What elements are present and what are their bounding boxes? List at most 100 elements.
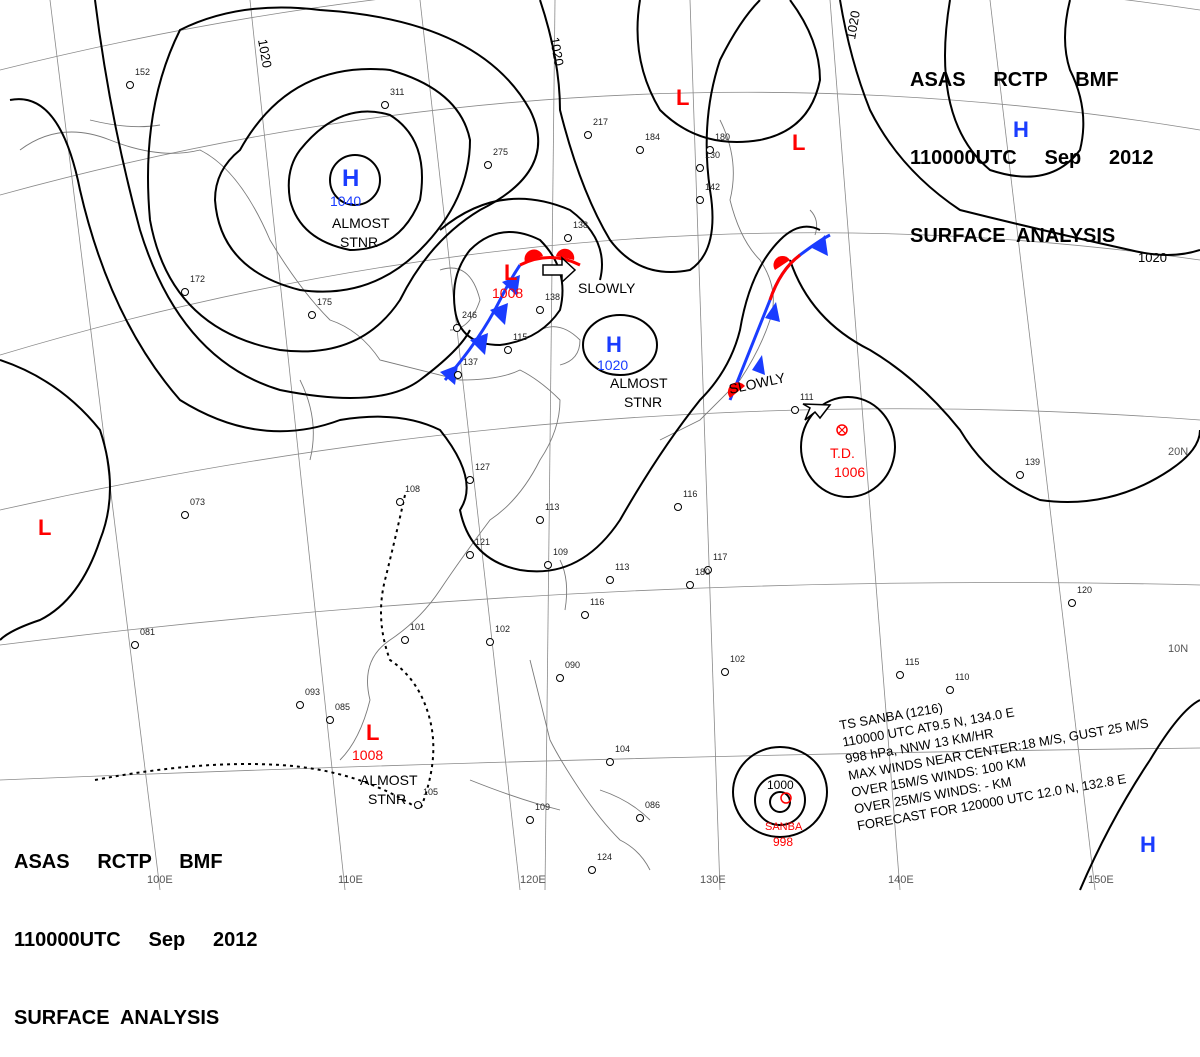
- storm-pressure: 998: [773, 835, 793, 849]
- weather-map: 1020 1020 1020 1020 1000 100E 110E 120E …: [0, 0, 1200, 891]
- isobar-label: 1020: [547, 36, 567, 67]
- station-circle: [584, 131, 592, 139]
- station-circle: [791, 406, 799, 414]
- warm-front: [519, 256, 581, 267]
- station-circle: [486, 638, 494, 646]
- station-circle: [308, 311, 316, 319]
- station-circle: [504, 346, 512, 354]
- station-circle: [588, 866, 596, 874]
- cold-front: [443, 264, 522, 381]
- latitude-grid: [0, 0, 1200, 781]
- station-pressure: 101: [410, 622, 425, 632]
- station-circle: [131, 641, 139, 649]
- station-circle: [946, 686, 954, 694]
- grid-labels: 100E 110E 120E 130E 140E 150E 20N 10N: [147, 446, 1188, 886]
- station-pressure: 142: [705, 182, 720, 192]
- station-circle: [564, 234, 572, 242]
- station-pressure: 275: [493, 147, 508, 157]
- isobar-label: 1000: [767, 778, 794, 792]
- station-pressure: 115: [905, 657, 919, 667]
- low-marker: L: [38, 515, 51, 540]
- station-circle: [181, 511, 189, 519]
- td-center-icon: [836, 424, 848, 436]
- station-pressure: 180: [695, 567, 710, 577]
- station-circle: [326, 716, 334, 724]
- station-pressure: 175: [317, 297, 332, 307]
- station-pressure: 172: [190, 274, 205, 284]
- isobar-labels: 1020 1020 1020 1020 1000: [255, 9, 1167, 792]
- station-pressure: 180: [715, 132, 730, 142]
- station-circle: [696, 196, 704, 204]
- station-circle: [536, 306, 544, 314]
- station-pressure: 073: [190, 497, 205, 507]
- title-line-1: ASAS RCTP BMF: [14, 851, 223, 873]
- station-circle: [696, 164, 704, 172]
- station-pressure: 311: [390, 87, 404, 97]
- low-marker: L: [792, 130, 805, 155]
- trough: [94, 763, 421, 811]
- low-marker: L: [676, 85, 689, 110]
- high-value: 1040: [330, 193, 361, 209]
- station-pressure: 086: [645, 800, 660, 810]
- lat-label: 10N: [1168, 643, 1188, 655]
- system-note: ALMOST: [610, 375, 668, 391]
- warm-front-bump: [727, 382, 745, 398]
- storm-center-icon: [780, 792, 792, 804]
- station-pressure: 102: [495, 624, 510, 634]
- station-pressure: 127: [475, 462, 490, 472]
- station-pressure: 102: [730, 654, 745, 664]
- station-pressure: 138: [573, 220, 588, 230]
- station-circle: [686, 581, 694, 589]
- map-title-top: ASAS RCTP BMF 110000UTC Sep 2012 SURFACE…: [910, 15, 1153, 275]
- station-pressure: 116: [683, 489, 697, 499]
- station-circle: [636, 814, 644, 822]
- low-marker: L: [504, 260, 517, 285]
- station-pressure: 081: [140, 627, 155, 637]
- high-marker: H: [1013, 117, 1029, 142]
- station-circle: [544, 561, 552, 569]
- station-pressure: 139: [1025, 457, 1040, 467]
- station-circle: [1068, 599, 1076, 607]
- station-pressure: 108: [405, 484, 420, 494]
- pressure-systems: H 1040 ALMOST STNR L 1008 SLOWLY H 1020 …: [38, 85, 1156, 857]
- high-value: 1020: [597, 357, 628, 373]
- station-pressure: 113: [545, 502, 559, 512]
- station-pressure: 093: [305, 687, 320, 697]
- station-pressure: 184: [645, 132, 660, 142]
- station-circle: [606, 576, 614, 584]
- station-pressure: 120: [1077, 585, 1092, 595]
- station-circle: [484, 161, 492, 169]
- low-value: 1008: [352, 747, 383, 763]
- station-pressure: 109: [535, 802, 550, 812]
- cold-front-triangle: [765, 302, 780, 322]
- lat-label: 20N: [1168, 446, 1188, 458]
- station-plots: 152 311 275 217 130 142 138 172 175 246 137 138 115 1…: [126, 67, 1092, 874]
- warm-front-bump: [524, 249, 543, 262]
- lon-label: 100E: [147, 874, 173, 886]
- map-title-bottom: ASAS RCTP BMF 110000UTC Sep 2012 SURFACE…: [14, 797, 257, 1057]
- station-pressure: 104: [615, 744, 630, 754]
- system-note: STNR: [624, 394, 662, 410]
- high-marker: H: [342, 165, 359, 192]
- station-pressure: 113: [615, 562, 629, 572]
- movement-arrow-icon: [542, 256, 577, 284]
- station-circle: [396, 498, 404, 506]
- station-circle: [706, 146, 714, 154]
- system-note: SLOWLY: [578, 280, 636, 296]
- station-pressure: 124: [597, 852, 612, 862]
- station-pressure: 121: [475, 537, 490, 547]
- lon-label: 130E: [700, 874, 726, 886]
- station-circle: [453, 324, 461, 332]
- title-line-3: SURFACE ANALYSIS: [910, 225, 1116, 247]
- title-line-3: SURFACE ANALYSIS: [14, 1007, 220, 1029]
- high-marker: H: [606, 332, 622, 357]
- low-marker: L: [366, 720, 379, 745]
- station-circle: [556, 674, 564, 682]
- station-circle: [636, 146, 644, 154]
- station-pressure: 138: [545, 292, 560, 302]
- isobar-label: 1020: [255, 38, 275, 69]
- station-circle: [126, 81, 134, 89]
- isobars: [0, 0, 1200, 891]
- cold-front-triangle: [470, 333, 488, 355]
- cold-front-triangle: [752, 355, 765, 375]
